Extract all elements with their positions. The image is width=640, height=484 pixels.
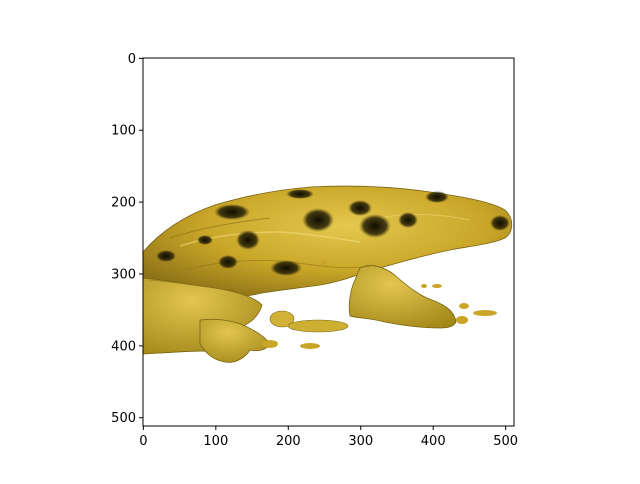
- axes-frame: [142, 57, 515, 427]
- blob: [300, 343, 320, 349]
- y-tick-label: 0: [128, 52, 136, 67]
- blob: [459, 303, 469, 309]
- body-ridge: [149, 279, 231, 291]
- x-tick-label: 400: [421, 434, 446, 449]
- dark-spot: [348, 200, 372, 216]
- left-limb-shape: [199, 318, 271, 363]
- body-shape: [143, 185, 513, 302]
- dark-spot: [490, 215, 510, 231]
- y-tick-label: 400: [111, 339, 136, 354]
- blob: [269, 310, 295, 328]
- x-tick-label: 100: [203, 434, 228, 449]
- x-tick-label: 500: [493, 434, 518, 449]
- dark-spot: [197, 235, 213, 245]
- x-tick-label: 0: [139, 434, 147, 449]
- y-axis-ticks: 0 100 200 300 400 500: [111, 52, 143, 426]
- blob: [473, 310, 497, 316]
- dark-spot: [156, 250, 176, 262]
- blob: [432, 284, 442, 288]
- dark-spot: [236, 230, 260, 250]
- blob: [321, 259, 327, 265]
- y-tick-label: 500: [111, 411, 136, 426]
- dark-spot: [214, 204, 250, 220]
- dark-spot: [302, 208, 334, 232]
- blob: [421, 284, 427, 288]
- dark-spot: [359, 214, 391, 238]
- dark-spot: [218, 255, 238, 269]
- x-tick-label: 300: [348, 434, 373, 449]
- x-axis-ticks: 0 100 200 300 400 500: [139, 426, 518, 449]
- volume-render-image: [143, 185, 513, 363]
- y-tick-label: 200: [111, 196, 136, 211]
- dark-spot: [286, 189, 314, 199]
- y-tick-label: 100: [111, 124, 136, 139]
- body-ridge: [379, 213, 471, 221]
- blob: [262, 340, 278, 348]
- x-tick-label: 200: [276, 434, 301, 449]
- dark-spot: [398, 212, 418, 228]
- blob: [456, 316, 468, 324]
- y-tick-label: 300: [111, 267, 136, 282]
- dark-spot: [270, 260, 302, 276]
- right-limb-shape: [348, 265, 457, 329]
- body-ridge: [169, 217, 271, 239]
- dark-spot: [425, 191, 449, 203]
- blob: [287, 319, 349, 333]
